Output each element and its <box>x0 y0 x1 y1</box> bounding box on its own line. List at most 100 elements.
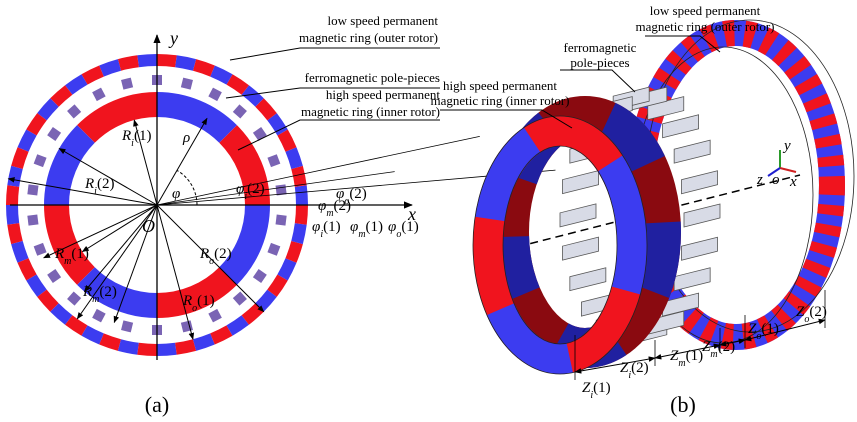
label-part: (2) <box>631 360 649 376</box>
outer-magnet <box>175 339 196 354</box>
caption: (a) <box>145 392 169 417</box>
outer-magnet <box>6 205 19 225</box>
pole-piece <box>92 309 106 323</box>
symbol-label: φo(1) <box>388 219 419 240</box>
pole-piece <box>67 104 81 118</box>
label-part: m <box>678 358 685 369</box>
label-part: R <box>199 246 209 262</box>
pole-piece <box>276 215 287 226</box>
pole-piece <box>681 171 717 194</box>
radius-arrow <box>84 205 157 292</box>
label-part: (2) <box>214 246 232 262</box>
label-part: φ <box>350 219 358 235</box>
label-part: (1) <box>134 128 152 144</box>
pole-piece <box>253 269 267 283</box>
outer-magnet <box>291 166 306 187</box>
figure-b: yzoxlow speed permanentmagnetic ring (ou… <box>431 3 854 417</box>
label-part: ρ <box>182 130 190 146</box>
pole-piece <box>208 309 222 323</box>
outer-magnet <box>7 166 22 187</box>
callout-text: magnetic ring (outer rotor) <box>299 30 438 45</box>
pole-piece <box>181 78 193 90</box>
pole-piece <box>674 140 710 163</box>
label-part: R <box>82 284 92 300</box>
pole-piece <box>267 243 280 256</box>
leader <box>560 70 635 92</box>
pole-piece <box>560 204 596 227</box>
pole-piece <box>233 292 247 306</box>
label-part: (1) <box>401 219 419 235</box>
label-part: (2) <box>809 304 827 320</box>
symbol-label: φi(1) <box>312 219 341 240</box>
pole-piece <box>27 215 38 226</box>
label-part: m <box>92 294 99 305</box>
label-part: φ <box>236 181 244 197</box>
label-part: (1) <box>686 348 704 364</box>
pole-piece <box>563 171 599 194</box>
pole-piece <box>570 268 606 291</box>
label-part: φ <box>318 198 326 214</box>
callout-text: pole-pieces <box>570 55 629 70</box>
callout-text: low speed permanent <box>328 13 439 28</box>
label-part: R <box>121 128 131 144</box>
figure-a: yxOlow speed permanentmagnetic ring (out… <box>6 13 555 417</box>
label-part: (1) <box>197 293 215 309</box>
pole-piece <box>47 127 61 141</box>
origin-label: O <box>142 216 155 236</box>
label-part: (1) <box>366 219 384 235</box>
label-part: R <box>182 293 192 309</box>
outer-magnet <box>291 223 306 244</box>
leader <box>238 120 440 150</box>
label-part: R <box>84 176 94 192</box>
label-part: m <box>326 208 333 219</box>
label-part: (2) <box>97 176 115 192</box>
pole-piece <box>27 184 38 195</box>
pole-piece <box>121 78 133 90</box>
pole-piece <box>663 115 699 138</box>
outer-magnet <box>157 343 177 356</box>
callout-text: ferromagnetic pole-pieces <box>305 70 440 85</box>
pole-piece <box>684 204 720 227</box>
label-part: R <box>54 246 64 262</box>
pole-piece <box>67 292 81 306</box>
pole-piece <box>267 154 280 167</box>
callout-text: magnetic ring (inner rotor) <box>431 93 570 108</box>
symbol-label: Zi(2) <box>620 360 649 381</box>
axis-label: o <box>772 172 780 188</box>
outer-magnet <box>295 205 308 225</box>
label-part: m <box>64 256 71 267</box>
callout-text: magnetic ring (inner rotor) <box>301 104 440 119</box>
label-part: (1) <box>593 380 611 396</box>
pole-piece <box>233 104 247 118</box>
outer-magnet <box>295 185 308 205</box>
symbol-label: Ri(1) <box>121 128 151 149</box>
outer-magnet <box>137 343 157 356</box>
outer-magnet <box>175 55 196 70</box>
callout-text: magnetic ring (outer rotor) <box>636 19 775 34</box>
axis-x <box>780 168 796 172</box>
label-part: (2) <box>247 181 265 197</box>
callout-text: low speed permanent <box>650 3 761 18</box>
callout-text: ferromagnetic <box>564 40 637 55</box>
symbol-label: Zm(1) <box>670 348 703 369</box>
symbol-label: Zo(2) <box>796 304 827 325</box>
label-part: (1) <box>323 219 341 235</box>
label-part: (1) <box>71 246 89 262</box>
pole-piece <box>563 237 599 260</box>
outer-magnet <box>118 339 139 354</box>
outer-magnet <box>118 55 139 70</box>
symbol-label: Zi(1) <box>582 380 611 401</box>
outer-magnet <box>6 185 19 205</box>
label-part: (2) <box>99 284 117 300</box>
axis-label: y <box>168 28 178 48</box>
label-part: φ <box>312 219 320 235</box>
radius-arrow <box>157 118 207 205</box>
axis-label: y <box>782 138 791 154</box>
callout-text: high speed permanent <box>443 78 557 93</box>
leader <box>230 48 440 60</box>
radius-arrow <box>157 205 193 339</box>
callout-text: high speed permanent <box>326 87 440 102</box>
pole-piece <box>47 269 61 283</box>
pole-piece <box>674 268 710 291</box>
symbol-label: ρ <box>182 130 190 146</box>
